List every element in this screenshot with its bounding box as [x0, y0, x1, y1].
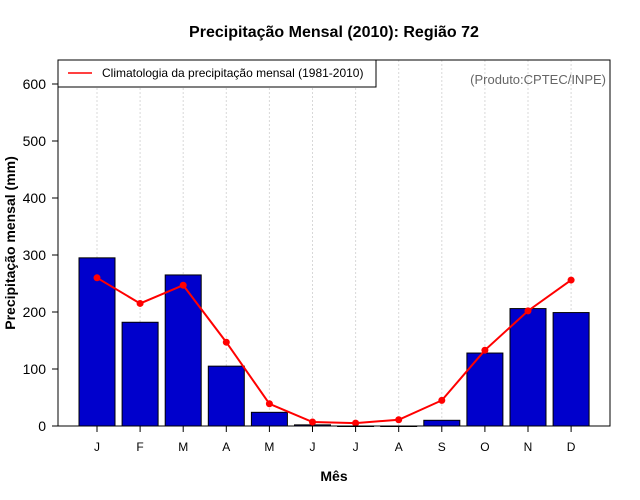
line-point [93, 274, 101, 282]
x-tick-label: S [438, 440, 446, 454]
line-point [265, 400, 273, 408]
y-tick-label: 400 [23, 190, 47, 206]
legend-label: Climatologia da precipitação mensal (198… [102, 66, 363, 80]
bar [78, 257, 116, 427]
y-tick-label: 0 [38, 418, 46, 434]
line-point [222, 338, 230, 346]
bar [552, 312, 590, 427]
x-tick-label: A [395, 440, 403, 454]
y-tick-label: 600 [23, 76, 47, 92]
line-point [352, 419, 360, 427]
line-point [136, 299, 144, 307]
line-point [438, 396, 446, 404]
x-tick-label: J [353, 440, 359, 454]
x-tick-label: A [222, 440, 230, 454]
y-tick-label: 300 [23, 247, 47, 263]
bar [207, 365, 245, 427]
line-point [179, 281, 187, 289]
line-point [567, 276, 575, 284]
x-tick-label: M [178, 440, 188, 454]
line-series [93, 274, 575, 427]
chart-title: Precipitação Mensal (2010): Região 72 [189, 24, 479, 41]
x-tick-label: O [480, 440, 489, 454]
credit-annotation: (Produto:CPTEC/INPE) [470, 72, 606, 87]
x-tick-label: J [94, 440, 100, 454]
y-tick-label: 500 [23, 133, 47, 149]
line-point [309, 418, 316, 426]
y-axis-label: Precipitação mensal (mm) [2, 156, 18, 330]
x-tick-label: M [264, 440, 274, 454]
y-axis: 0 100 200 300 400 500 600 [23, 76, 58, 434]
line-point [524, 307, 532, 315]
x-tick-label: J [310, 440, 316, 454]
x-axis-label: Mês [320, 468, 347, 484]
x-tick-label: N [524, 440, 533, 454]
bar [121, 321, 159, 427]
legend: Climatologia da precipitação mensal (198… [57, 59, 377, 88]
climatology-line [96, 276, 572, 425]
bar [423, 419, 461, 427]
y-tick-label: 200 [23, 304, 47, 320]
bar [250, 411, 288, 427]
x-tick-label: F [136, 440, 143, 454]
line-point [395, 416, 403, 424]
legend-box [57, 59, 377, 88]
x-tick-label: D [567, 440, 576, 454]
bar [164, 274, 202, 427]
y-tick-label: 100 [23, 361, 47, 377]
bar-series [78, 257, 590, 427]
bar [509, 308, 547, 427]
line-point [481, 346, 489, 354]
